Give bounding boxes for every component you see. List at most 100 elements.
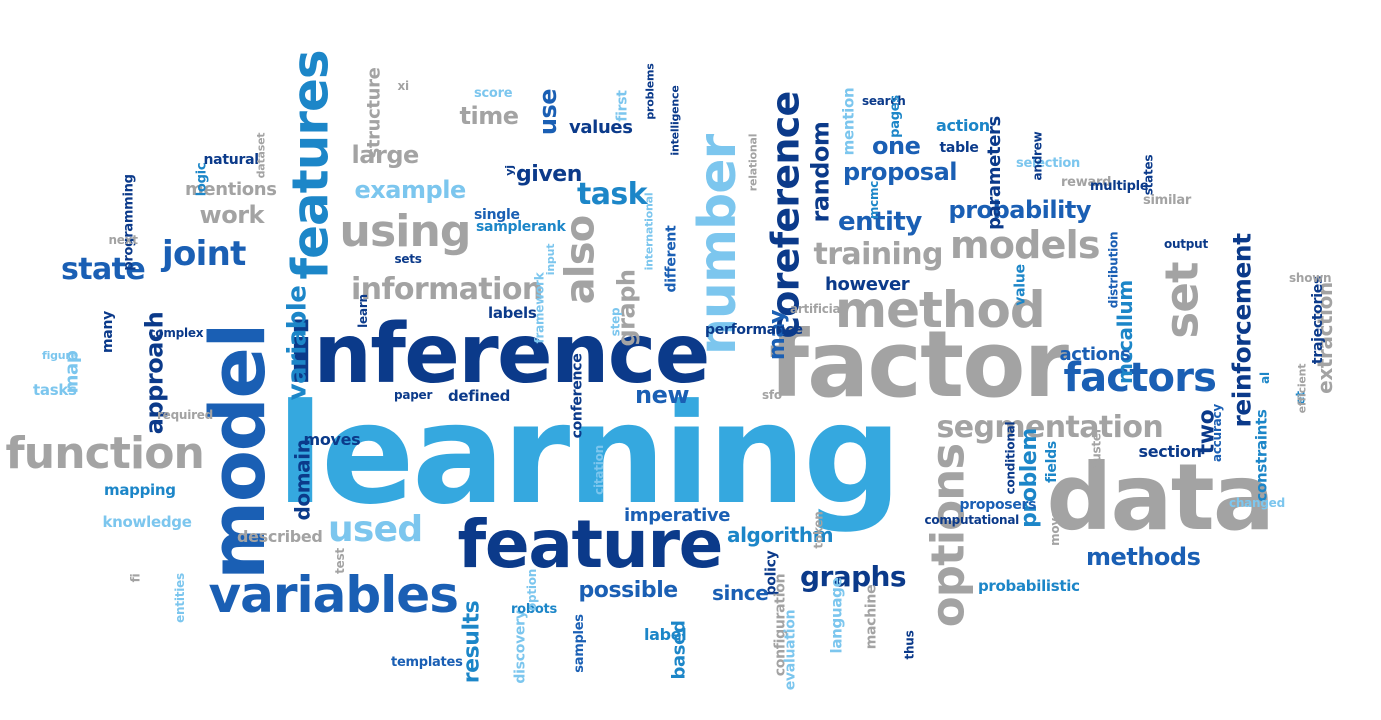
cloud-word-shown: shown xyxy=(1289,271,1332,285)
cloud-word-language: language xyxy=(827,577,846,653)
cloud-word-xi: xi xyxy=(397,79,410,93)
cloud-word-probability: probability xyxy=(948,196,1092,224)
cloud-word-evaluation: evaluation xyxy=(781,609,798,691)
cloud-word-thus: thus xyxy=(902,630,917,660)
cloud-word-andrew: andrew xyxy=(1029,131,1044,181)
cloud-word-move: move xyxy=(1047,510,1062,546)
cloud-word-similar: similar xyxy=(1143,192,1192,208)
cloud-word-different: different xyxy=(663,225,680,293)
cloud-word-value: value xyxy=(1012,264,1029,306)
cloud-word-variables: variables xyxy=(208,566,459,624)
cloud-word-proposal: proposal xyxy=(843,158,958,186)
cloud-word-samples: samples xyxy=(571,613,587,673)
cloud-word-score: score xyxy=(474,85,513,101)
cloud-word-search: search xyxy=(862,94,906,108)
cloud-word-required: required xyxy=(157,408,214,422)
cloud-word-selection: selection xyxy=(1016,155,1081,171)
cloud-word-cluster: cluster xyxy=(1089,427,1104,473)
cloud-word-learn: learn xyxy=(355,294,370,328)
cloud-word-step: step xyxy=(607,307,622,337)
cloud-word-figure: figure xyxy=(42,348,78,362)
cloud-word-moves: moves xyxy=(303,430,361,449)
cloud-word-given: given xyxy=(516,162,583,187)
cloud-word-factors: factors xyxy=(1063,355,1217,401)
cloud-word-action: action xyxy=(936,116,990,135)
cloud-word-performance: performance xyxy=(705,322,803,338)
cloud-word-option: option xyxy=(525,568,540,612)
cloud-word-reinforcement: reinforcement xyxy=(1227,232,1257,428)
cloud-word-information: information xyxy=(351,272,543,307)
cloud-word-possible: possible xyxy=(578,578,679,603)
cloud-word-segmentation: segmentation xyxy=(936,410,1164,445)
cloud-word-single: single xyxy=(474,207,520,223)
cloud-word-time: time xyxy=(459,102,520,130)
cloud-word-structure: structure xyxy=(362,67,384,159)
cloud-word-described: described xyxy=(237,527,323,546)
cloud-word-sfo: sfo xyxy=(762,388,782,402)
cloud-word-values: values xyxy=(569,117,633,138)
cloud-word-tasks: tasks xyxy=(33,380,77,399)
cloud-word-international: international xyxy=(642,192,656,270)
cloud-word-trajectories: trajectories xyxy=(1310,275,1327,365)
cloud-word-based: based xyxy=(668,620,690,680)
cloud-word-complex: complex xyxy=(148,326,204,340)
cloud-word-methods: methods xyxy=(1086,543,1201,571)
cloud-word-factor: factor xyxy=(769,311,1069,418)
cloud-word-graphs: graphs xyxy=(800,560,907,593)
cloud-word-options: options xyxy=(921,443,975,627)
cloud-word-label: label xyxy=(644,625,687,644)
cloud-word-probabilistic: probabilistic xyxy=(978,576,1080,595)
cloud-word-models: models xyxy=(950,223,1101,267)
cloud-word-states: states xyxy=(1140,154,1155,196)
cloud-word-templates: templates xyxy=(391,654,463,670)
cloud-word-framework: framework xyxy=(531,272,546,344)
cloud-word-input: input xyxy=(543,243,557,275)
cloud-word-conference: conference xyxy=(568,353,585,439)
cloud-word-used: used xyxy=(328,509,423,550)
cloud-word-new: new xyxy=(635,381,690,409)
cloud-word-entities: entities xyxy=(172,573,187,623)
cloud-word-joint: joint xyxy=(162,234,246,274)
cloud-word-since: since xyxy=(712,581,769,605)
cloud-word-yj: yj xyxy=(502,164,516,176)
cloud-word-accuracy: accuracy xyxy=(1209,404,1224,462)
cloud-word-proposers: proposers xyxy=(959,497,1037,513)
cloud-word-mapping: mapping xyxy=(104,480,176,499)
cloud-word-using: using xyxy=(339,206,472,257)
cloud-word-problems: problems xyxy=(643,62,657,120)
cloud-word-work: work xyxy=(199,201,265,229)
cloud-word-efficient: efficient xyxy=(1295,363,1309,413)
cloud-word-artificial: artificial xyxy=(790,302,845,316)
cloud-word-changed: changed xyxy=(1229,496,1285,510)
cloud-word-feature: feature xyxy=(457,506,724,583)
cloud-word-random: random xyxy=(805,121,834,223)
cloud-word-data: data xyxy=(1046,444,1275,551)
cloud-word-inference: inference xyxy=(287,307,710,402)
cloud-word-use: use xyxy=(534,88,563,136)
cloud-word-however: however xyxy=(825,274,910,295)
cloud-word-output: output xyxy=(1164,237,1208,251)
cloud-word-constraints: constraints xyxy=(1252,408,1271,502)
cloud-word-machine: machine xyxy=(862,584,879,650)
cloud-word-test: test xyxy=(332,548,347,574)
cloud-word-robots: robots xyxy=(511,601,557,617)
cloud-word-table: table xyxy=(939,140,979,156)
cloud-word-reward: reward xyxy=(1061,174,1112,190)
cloud-word-set: set xyxy=(1155,261,1209,339)
cloud-word-method: method xyxy=(835,281,1046,339)
cloud-word-training: training xyxy=(813,237,944,272)
cloud-word-conditional: conditional xyxy=(1002,421,1017,495)
cloud-word-many: many xyxy=(100,310,117,354)
cloud-word-section: section xyxy=(1138,442,1202,461)
cloud-word-computational: computational xyxy=(924,513,1020,527)
cloud-word-defined: defined xyxy=(448,386,511,405)
cloud-word-discovery: discovery xyxy=(512,610,529,684)
cloud-word-large: large xyxy=(351,141,420,169)
cloud-word-function: function xyxy=(5,428,205,479)
cloud-word-labels: labels xyxy=(488,303,537,322)
cloud-word-learning: learning xyxy=(276,374,902,535)
cloud-word-features: features xyxy=(281,50,340,280)
cloud-word-token: token xyxy=(811,511,826,549)
cloud-word-imperative: imperative xyxy=(624,505,731,526)
